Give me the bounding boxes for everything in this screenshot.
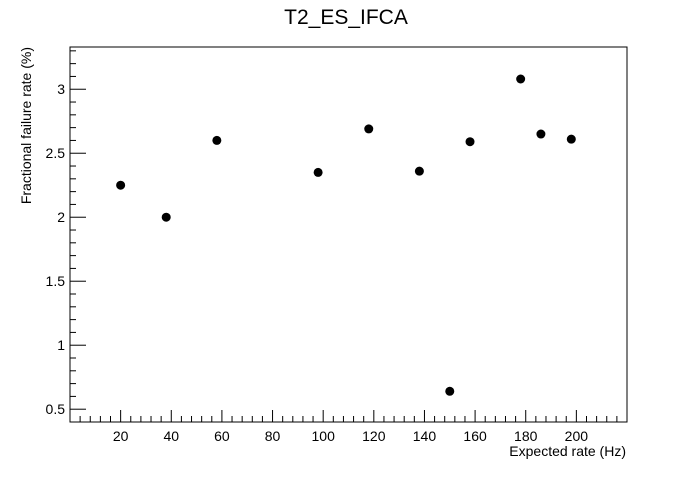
x-axis-label: Expected rate (Hz): [509, 443, 626, 459]
chart-title: T2_ES_IFCA: [284, 6, 408, 29]
data-point: [161, 212, 171, 222]
data-point: [566, 134, 576, 144]
x-tick-label: 120: [362, 428, 386, 444]
x-tick-label: 140: [413, 428, 437, 444]
y-tick-label: 2: [57, 209, 65, 225]
y-axis: 0.5 1 1.5 2 2.5 3: [46, 50, 86, 423]
plot-frame: [69, 46, 628, 423]
y-tick-label: 1: [57, 337, 65, 353]
data-points: [116, 74, 576, 396]
data-point: [212, 135, 222, 145]
y-tick-label: 0.5: [46, 401, 66, 417]
y-tick-label: 2.5: [46, 145, 66, 161]
data-point: [116, 180, 126, 190]
y-axis-label: Fractional failure rate (%): [18, 47, 34, 204]
x-tick-label: 100: [312, 428, 336, 444]
x-tick-label: 80: [265, 428, 281, 444]
x-tick-label: 20: [113, 428, 129, 444]
x-tick-label: 40: [163, 428, 179, 444]
data-point: [364, 124, 374, 134]
data-point: [414, 166, 424, 176]
data-point: [516, 74, 526, 84]
x-tick-label: 160: [463, 428, 487, 444]
x-tick-label: 60: [214, 428, 230, 444]
data-point: [536, 129, 546, 139]
data-point: [465, 137, 475, 147]
x-tick-label: 180: [514, 428, 538, 444]
x-tick-label: 200: [565, 428, 589, 444]
x-axis: 20 40 60 80 100 120 140 160 180 200: [69, 410, 628, 444]
data-point: [445, 386, 455, 396]
y-tick-label: 3: [57, 81, 65, 97]
data-point: [313, 167, 323, 177]
y-tick-label: 1.5: [46, 273, 66, 289]
